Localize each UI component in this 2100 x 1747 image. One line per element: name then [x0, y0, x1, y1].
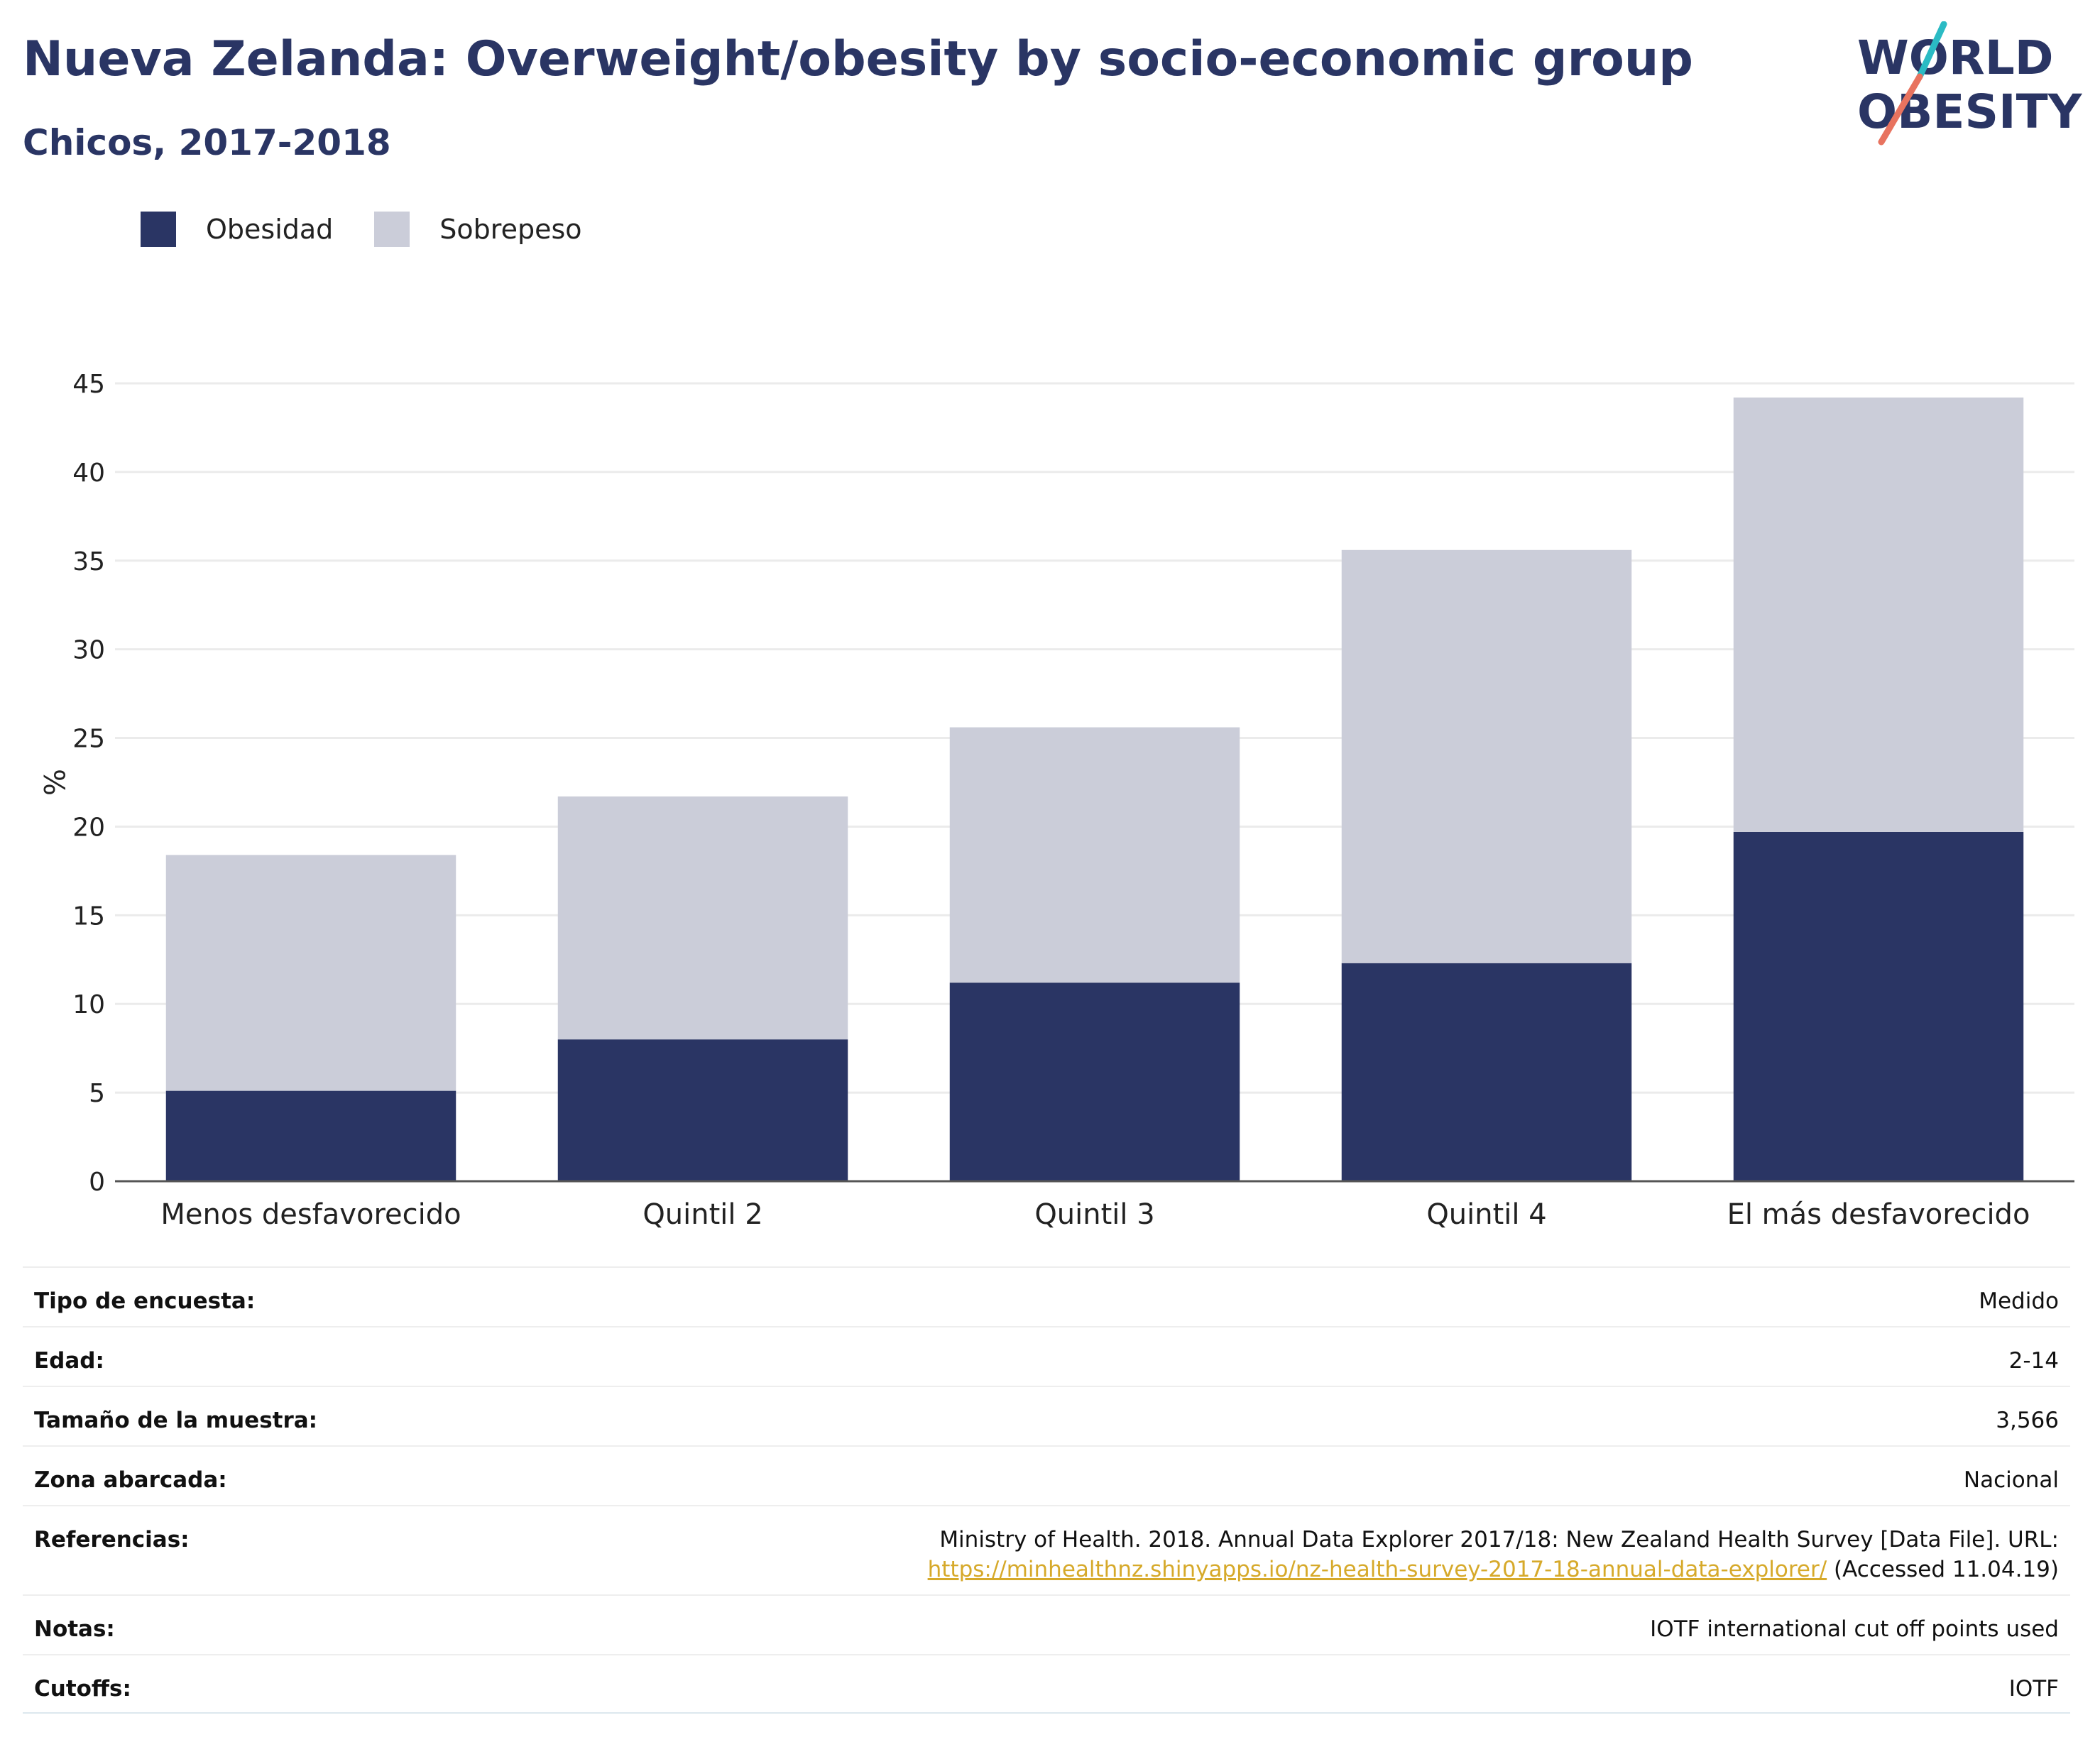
bar-obesity-2: [557, 1039, 848, 1181]
reference-text: Ministry of Health. 2018. Annual Data Ex…: [939, 1527, 2059, 1552]
y-tick-label: 10: [72, 990, 105, 1019]
logo-slash-top: [1916, 21, 1947, 80]
y-tick-label: 30: [72, 636, 105, 665]
meta-key: Edad:: [34, 1348, 104, 1374]
meta-row-area: Zona abarcada: Nacional: [23, 1445, 2070, 1505]
legend-item-overweight: Sobrepeso: [374, 212, 582, 247]
x-axis-labels: Menos desfavorecido Quintil 2 Quintil 3 Qui…: [160, 1198, 2030, 1231]
y-tick-label: 40: [72, 459, 105, 488]
y-tick-label: 0: [89, 1168, 105, 1197]
y-axis-label: %: [37, 769, 70, 796]
y-tick-label: 35: [72, 547, 105, 576]
bar-obesity-4: [1341, 963, 1632, 1181]
meta-value: Nacional: [1963, 1467, 2059, 1493]
meta-value: 3,566: [1996, 1408, 2059, 1433]
y-tick-label: 20: [72, 813, 105, 842]
bar-overweight-3: [949, 727, 1240, 983]
y-tick-label: 45: [72, 370, 105, 399]
meta-key: Notas:: [34, 1616, 115, 1642]
bar-obesity-5: [1733, 831, 2024, 1181]
x-category-label: Quintil 2: [642, 1198, 762, 1231]
meta-value: IOTF: [2008, 1676, 2059, 1702]
meta-key: Zona abarcada:: [34, 1467, 227, 1493]
chart-subtitle: Chicos, 2017-2018: [23, 122, 391, 163]
chart-title: Nueva Zelanda: Overweight/obesity by soc…: [23, 31, 1693, 87]
legend-swatch-obesity: [141, 212, 176, 247]
reference-link[interactable]: https://minhealthnz.shinyapps.io/nz-heal…: [927, 1557, 1827, 1582]
meta-key: Referencias:: [34, 1527, 190, 1552]
meta-key: Tamaño de la muestra:: [34, 1408, 318, 1433]
legend-item-obesity: Obesidad: [141, 212, 333, 247]
y-tick-label: 25: [72, 725, 105, 754]
meta-key: Tipo de encuesta:: [34, 1288, 256, 1314]
bar-overweight-2: [557, 796, 848, 1040]
meta-row-age: Edad: 2-14: [23, 1326, 2070, 1386]
survey-details-table: Tipo de encuesta: Medido Edad: 2-14 Tama…: [23, 1266, 2070, 1714]
meta-row-sample-size: Tamaño de la muestra: 3,566: [23, 1386, 2070, 1445]
meta-value: IOTF international cut off points used: [1650, 1616, 2059, 1642]
x-category-label: El más desfavorecido: [1727, 1198, 2030, 1231]
x-category-label: Quintil 3: [1034, 1198, 1154, 1231]
logo-line2: OBESITY: [1857, 84, 2083, 139]
world-obesity-logo: WORLD OBESITY: [1846, 21, 2087, 149]
y-tick-label: 15: [72, 902, 105, 931]
bar-obesity-1: [165, 1090, 456, 1181]
meta-row-survey-type: Tipo de encuesta: Medido: [23, 1266, 2070, 1326]
bar-overweight-1: [165, 855, 456, 1091]
meta-row-notes: Notas: IOTF international cut off points…: [23, 1594, 2070, 1654]
reference-accessed: (Accessed 11.04.19): [1827, 1557, 2059, 1582]
y-axis-ticks: 0 5 10 15 20 25 30 35 40 45: [72, 370, 105, 1197]
meta-row-references: Referencias: Ministry of Health. 2018. A…: [23, 1505, 2070, 1594]
meta-value: Ministry of Health. 2018. Annual Data Ex…: [928, 1525, 2059, 1584]
logo-slash-bottom: [1878, 73, 1923, 146]
y-tick-label: 5: [89, 1079, 105, 1108]
bar-overweight-5: [1733, 397, 2024, 832]
x-category-label: Quintil 4: [1426, 1198, 1546, 1231]
bar-obesity-3: [949, 982, 1240, 1181]
legend-label-overweight: Sobrepeso: [439, 214, 582, 245]
meta-value: Medido: [1979, 1288, 2059, 1314]
legend: Obesidad Sobrepeso: [141, 212, 623, 247]
meta-row-cutoffs: Cutoffs: IOTF: [23, 1654, 2070, 1714]
bar-overweight-4: [1341, 549, 1632, 963]
x-category-label: Menos desfavorecido: [160, 1198, 461, 1231]
meta-key: Cutoffs:: [34, 1676, 131, 1702]
legend-swatch-overweight: [374, 212, 410, 247]
logo-line1: WORLD: [1857, 31, 2054, 85]
legend-label-obesity: Obesidad: [206, 214, 334, 245]
bars: [165, 397, 2024, 1181]
meta-value: 2-14: [2008, 1348, 2059, 1374]
stacked-bar-chart: 0 5 10 15 20 25 30 35 40 45 Menos desfavorecido Qu…: [37, 370, 2074, 1231]
